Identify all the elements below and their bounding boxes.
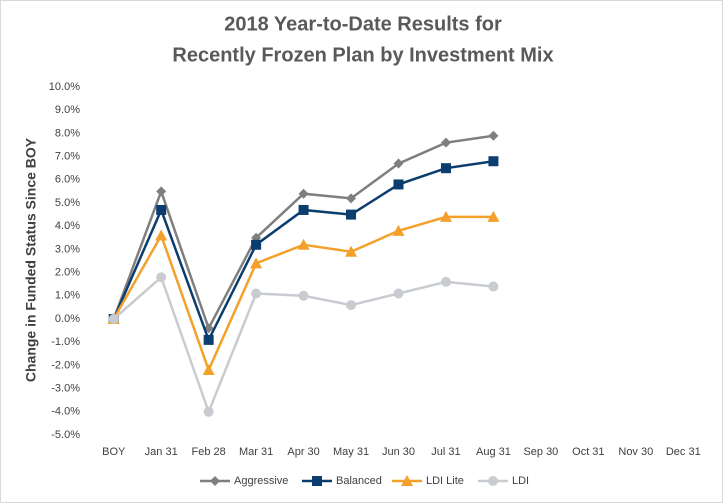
- marker: [298, 290, 309, 301]
- marker: [298, 188, 309, 199]
- marker: [203, 406, 214, 417]
- marker: [346, 193, 357, 204]
- marker: [393, 179, 404, 190]
- y-tick-label: -1.0%: [51, 336, 80, 348]
- legend-marker: [488, 476, 498, 486]
- marker: [203, 334, 214, 345]
- legend-marker: [210, 476, 220, 486]
- marker: [251, 288, 262, 299]
- x-tick-label: Mar 31: [239, 446, 273, 458]
- y-tick-label: -2.0%: [51, 359, 80, 371]
- x-tick-label: Sep 30: [523, 446, 558, 458]
- marker: [156, 186, 167, 197]
- y-tick-label: 2.0%: [55, 267, 80, 279]
- x-tick-label: BOY: [102, 446, 126, 458]
- marker: [156, 272, 167, 283]
- y-tick-label: -4.0%: [51, 406, 80, 418]
- y-tick-label: 9.0%: [55, 104, 80, 116]
- marker: [393, 158, 404, 169]
- y-tick-label: 10.0%: [49, 81, 80, 93]
- marker: [393, 288, 404, 299]
- marker: [156, 204, 167, 215]
- marker: [392, 224, 405, 236]
- marker: [155, 229, 168, 241]
- marker: [346, 209, 357, 220]
- marker: [345, 245, 358, 257]
- legend-marker: [401, 475, 413, 486]
- y-tick-label: -3.0%: [51, 383, 80, 395]
- y-tick-label: -5.0%: [51, 429, 80, 441]
- x-tick-label: Nov 30: [618, 446, 653, 458]
- y-tick-label: 4.0%: [55, 220, 80, 232]
- marker: [250, 257, 263, 269]
- marker: [298, 204, 309, 215]
- y-axis-label: Change in Funded Status Since BOY: [23, 137, 39, 382]
- y-tick-label: 7.0%: [55, 151, 80, 163]
- marker: [487, 210, 500, 222]
- marker: [440, 137, 451, 148]
- marker: [440, 276, 451, 287]
- x-tick-label: Jul 31: [431, 446, 460, 458]
- x-tick-label: Apr 30: [287, 446, 319, 458]
- marker: [440, 163, 451, 174]
- marker: [297, 238, 310, 250]
- x-tick-label: Dec 31: [666, 446, 701, 458]
- y-tick-label: 3.0%: [55, 243, 80, 255]
- marker: [439, 210, 452, 222]
- legend-marker: [312, 476, 322, 486]
- legend-label: Aggressive: [234, 475, 288, 487]
- marker: [488, 281, 499, 292]
- marker: [346, 300, 357, 311]
- x-tick-label: Aug 31: [476, 446, 511, 458]
- y-tick-label: 1.0%: [55, 290, 80, 302]
- x-tick-label: Jun 30: [382, 446, 415, 458]
- x-tick-label: Oct 31: [572, 446, 604, 458]
- marker: [488, 130, 499, 141]
- y-tick-label: 6.0%: [55, 174, 80, 186]
- marker: [202, 364, 215, 376]
- x-tick-label: Feb 28: [192, 446, 226, 458]
- y-tick-label: 8.0%: [55, 127, 80, 139]
- x-tick-label: Jan 31: [145, 446, 178, 458]
- y-tick-label: 0.0%: [55, 313, 80, 325]
- marker: [251, 239, 262, 250]
- marker: [108, 314, 119, 324]
- legend-label: Balanced: [336, 475, 382, 487]
- x-tick-label: May 31: [333, 446, 369, 458]
- chart-title: 2018 Year-to-Date Results for: [224, 13, 502, 35]
- marker: [488, 156, 499, 167]
- chart-title: Recently Frozen Plan by Investment Mix: [172, 44, 553, 66]
- legend-label: LDI Lite: [426, 475, 464, 487]
- legend-label: LDI: [512, 475, 529, 487]
- y-tick-label: 5.0%: [55, 197, 80, 209]
